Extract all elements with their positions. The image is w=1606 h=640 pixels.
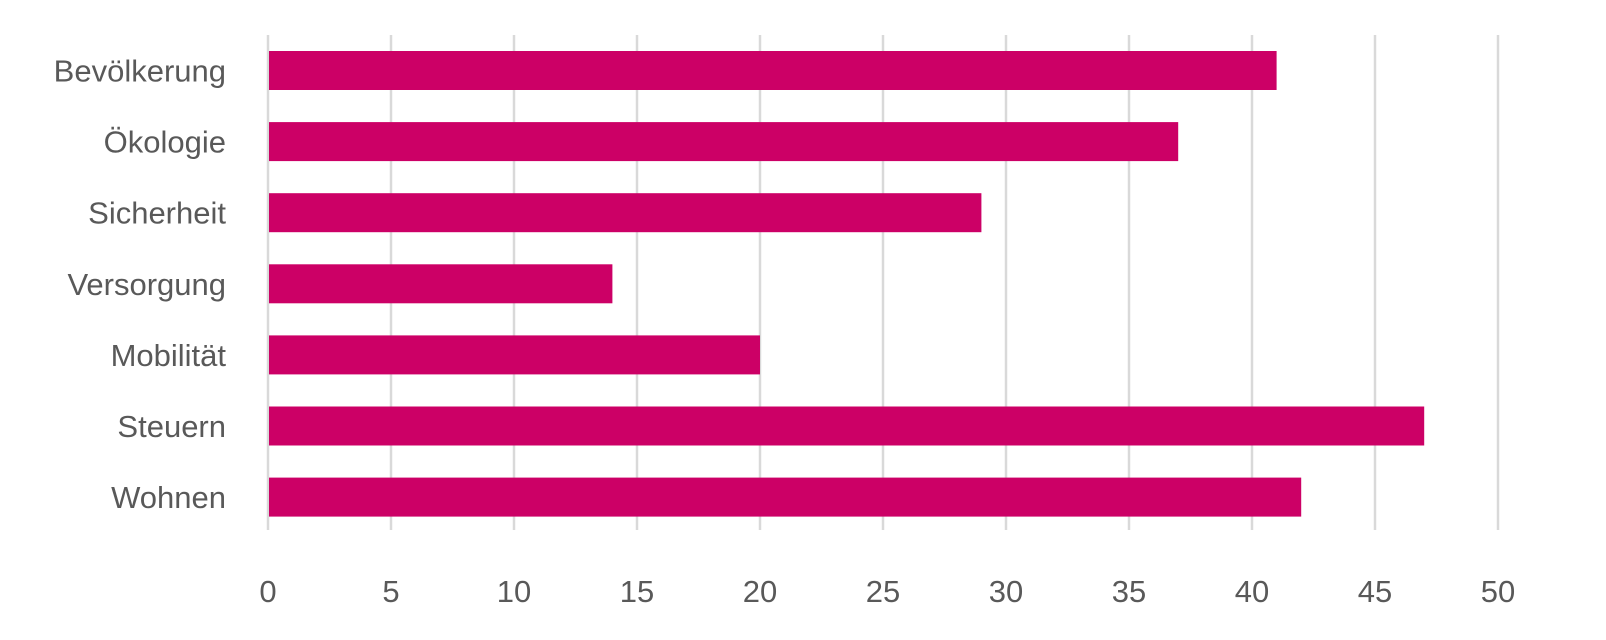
category-label: Mobilität [111,338,227,373]
x-tick-label: 5 [382,574,399,609]
category-label: Wohnen [111,480,226,515]
bar [269,264,613,304]
x-tick-label: 0 [259,574,276,609]
x-tick-label: 45 [1358,574,1392,609]
bar [269,335,760,375]
category-label: Steuern [117,409,226,444]
category-label: Ökologie [104,125,226,160]
gridlines [266,35,1500,530]
category-labels: Bevölkerung Ökologie Sicherheit Versorgung M… [54,54,227,516]
x-tick-label: 10 [497,574,531,609]
x-tick-labels: 0 5 10 15 20 25 30 35 40 45 50 [259,574,1515,609]
x-tick-label: 40 [1235,574,1269,609]
bar [269,406,1425,446]
bar [269,51,1277,90]
category-label: Versorgung [67,267,226,302]
x-tick-label: 35 [1112,574,1146,609]
x-tick-label: 30 [989,574,1023,609]
x-tick-label: 20 [743,574,777,609]
x-tick-label: 15 [620,574,654,609]
category-label: Sicherheit [88,196,226,231]
x-tick-label: 25 [866,574,900,609]
bar [269,122,1179,162]
x-tick-label: 50 [1481,574,1515,609]
bars [269,51,1425,517]
category-label: Bevölkerung [54,54,226,89]
bar [269,193,982,233]
bar [269,477,1302,517]
